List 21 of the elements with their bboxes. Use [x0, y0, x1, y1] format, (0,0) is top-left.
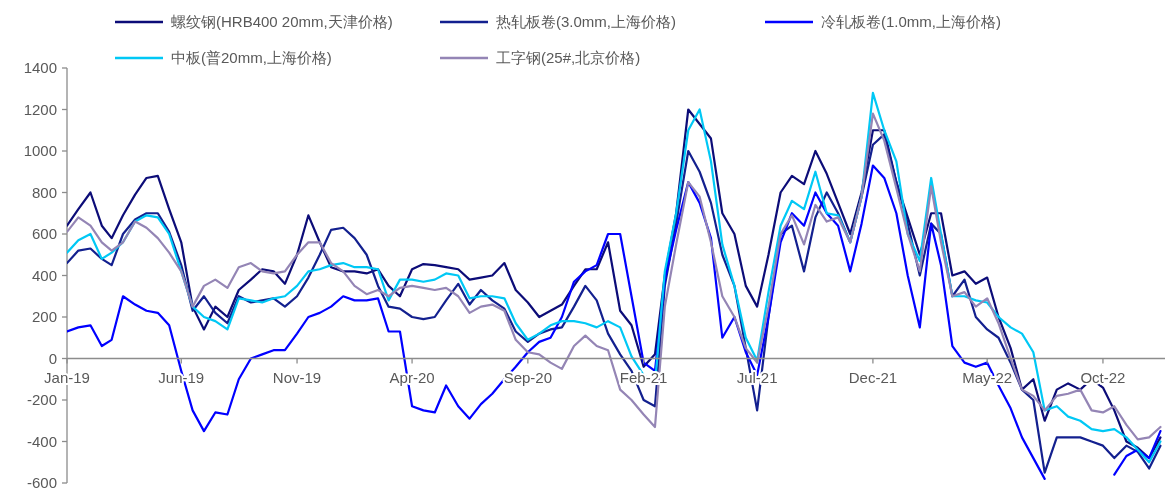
legend-label: 工字钢(25#,北京价格) [496, 49, 641, 66]
x-tick-label: Sep-20 [503, 368, 553, 386]
y-tick-label: 200 [31, 308, 57, 325]
x-tick-label: Jan-19 [44, 368, 90, 386]
y-tick-label: -200 [26, 391, 57, 408]
y-tick-label: 0 [48, 349, 57, 367]
y-tick-label: 400 [31, 266, 57, 284]
y-tick-label: 600 [31, 225, 57, 242]
y-tick-label: 1200 [23, 100, 57, 118]
legend-label: 热轧板卷(3.0mm,上海价格) [496, 13, 676, 30]
y-tick-label: 1000 [23, 142, 57, 159]
y-tick-label: -400 [26, 432, 57, 450]
legend-label: 中板(普20mm,上海价格) [171, 49, 332, 66]
y-tick-label: 1400 [23, 59, 57, 76]
legend-label: 螺纹钢(HRB400 20mm,天津价格) [171, 13, 393, 30]
y-tick-label: -600 [26, 474, 57, 491]
x-tick-label: Dec-21 [848, 368, 898, 386]
x-tick-label: Nov-19 [272, 368, 322, 386]
x-tick-label: Oct-22 [1080, 368, 1126, 386]
y-tick-label: 800 [31, 183, 57, 201]
legend-label: 冷轧板卷(1.0mm,上海价格) [821, 13, 1001, 30]
